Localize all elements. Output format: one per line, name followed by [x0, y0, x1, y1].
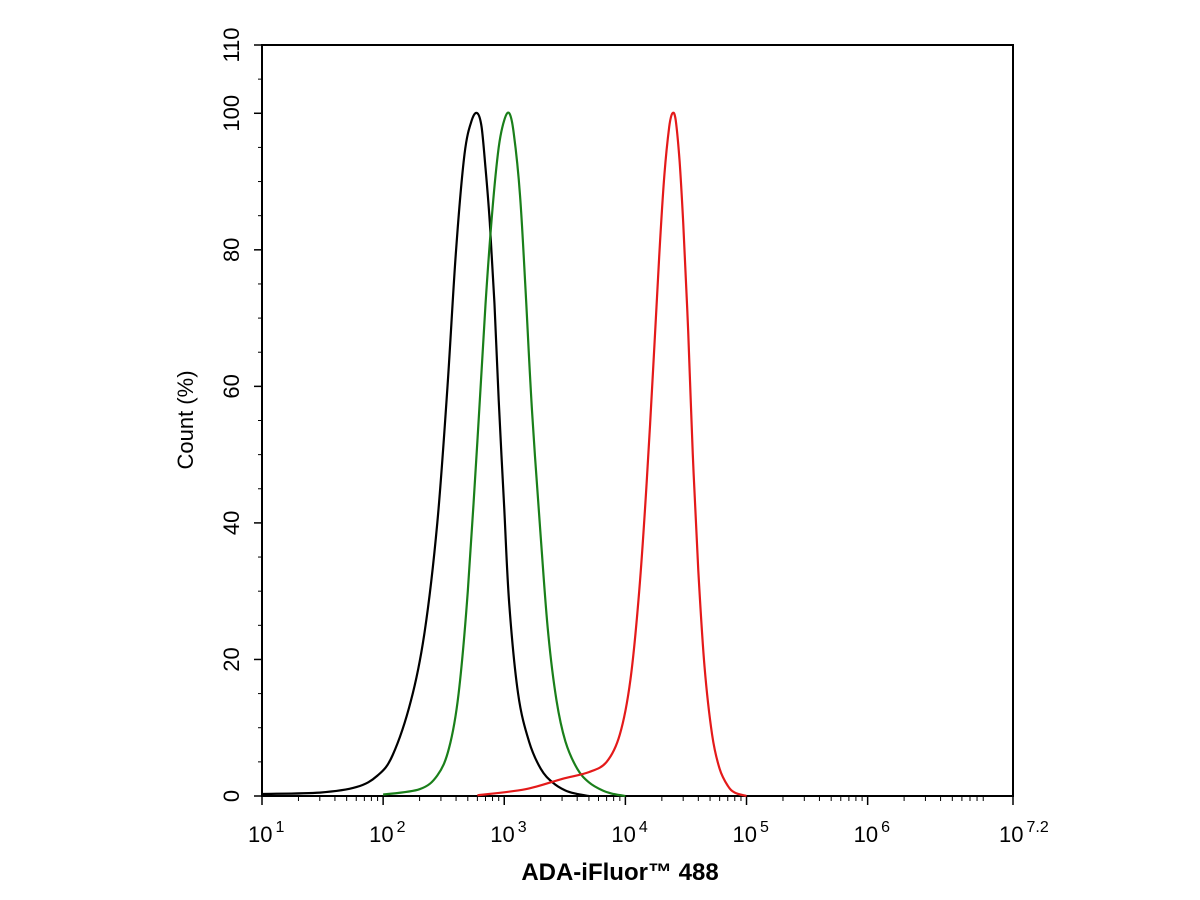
y-tick-label: 60	[219, 374, 244, 398]
x-axis: 10 1 10 2 10 3 10 4 10 5 10 6 10 7.2	[248, 796, 1049, 847]
plot-frame	[261, 44, 1014, 797]
x-tick-label: 10 5	[733, 819, 769, 847]
y-tick-label: 20	[219, 647, 244, 671]
series-line-3	[477, 111, 747, 798]
x-tick-label: 10 1	[248, 819, 284, 847]
x-tick-label: 10 3	[490, 819, 526, 847]
y-axis-title: Count (%)	[173, 370, 198, 469]
y-tick-label: 110	[219, 27, 244, 62]
x-tick-label: 10 6	[854, 819, 890, 847]
y-axis: 0 20 40 60 80 100 110	[219, 27, 262, 802]
x-tick-label: 10 7.2	[999, 819, 1049, 847]
y-tick-label: 100	[219, 95, 244, 132]
series-line-2	[382, 111, 626, 798]
series-layer	[261, 111, 747, 798]
x-axis-title: ADA-iFluor™ 488	[521, 859, 718, 886]
y-tick-label: 0	[219, 790, 244, 802]
y-tick-label: 80	[219, 238, 244, 262]
x-tick-label: 10 2	[369, 819, 405, 847]
series-line-1	[261, 111, 590, 798]
x-tick-label: 10 4	[611, 819, 647, 847]
y-tick-label: 40	[219, 511, 244, 535]
